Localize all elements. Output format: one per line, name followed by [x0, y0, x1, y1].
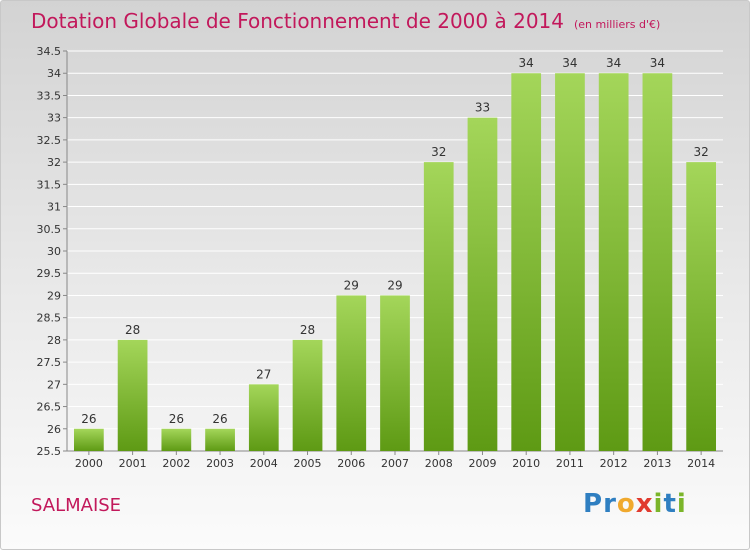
- data-label: 34: [606, 56, 621, 70]
- bar: [511, 73, 542, 451]
- bar: [205, 428, 235, 451]
- proxiti-logo: Proxiti: [583, 489, 687, 519]
- y-tick-label: 34: [47, 67, 61, 80]
- axes: 25.5 26 26.5 27 27.5 28 28.5 29 29.5 30 30.5 31 31.5…: [37, 45, 723, 470]
- bar: [161, 428, 192, 451]
- x-tick-label: 2009: [468, 457, 496, 470]
- y-tick-label: 29.5: [37, 267, 62, 280]
- bar: [642, 73, 673, 451]
- y-tick-label: 31.5: [37, 178, 62, 191]
- data-label: 27: [256, 367, 271, 381]
- bar: [686, 162, 717, 451]
- x-tick-label: 2000: [75, 457, 103, 470]
- logo-letter: o: [616, 489, 636, 519]
- data-label: 29: [344, 278, 359, 292]
- data-label: 32: [431, 145, 446, 159]
- x-tick-label: 2008: [425, 457, 453, 470]
- y-tick-label: 28.5: [37, 312, 62, 325]
- logo-letter: x: [635, 489, 654, 519]
- data-label: 29: [387, 278, 402, 292]
- data-label: 26: [212, 412, 227, 426]
- y-tick-label: 32.5: [37, 134, 62, 147]
- x-tick-label: 2010: [512, 457, 540, 470]
- logo-letter: i: [653, 489, 664, 519]
- y-tick-label: 28: [47, 334, 61, 347]
- x-tick-label: 2012: [600, 457, 628, 470]
- y-tick-label: 27.5: [37, 356, 62, 369]
- bar: [248, 384, 279, 451]
- x-tick-label: 2013: [643, 457, 671, 470]
- bar: [73, 428, 104, 451]
- x-tick-label: 2001: [119, 457, 147, 470]
- y-tick-label: 34.5: [37, 45, 62, 58]
- y-tick-label: 30: [47, 245, 61, 258]
- data-label: 26: [81, 412, 96, 426]
- y-tick-label: 26.5: [37, 401, 62, 414]
- chart-title-text: Dotation Globale de Fonctionnement de 20…: [31, 9, 564, 33]
- data-label: 34: [562, 56, 577, 70]
- x-tick-label: 2003: [206, 457, 234, 470]
- x-tick-label: 2007: [381, 457, 409, 470]
- y-tick-label: 30.5: [37, 223, 62, 236]
- bar: [336, 295, 367, 451]
- bar: [598, 73, 629, 451]
- bar: [292, 339, 323, 451]
- data-label: 34: [519, 56, 534, 70]
- x-tick-label: 2002: [162, 457, 190, 470]
- commune-name: SALMAISE: [31, 495, 122, 516]
- y-tick-label: 33.5: [37, 89, 62, 102]
- logo-letter: t: [663, 489, 677, 519]
- bar: [467, 117, 498, 452]
- chart-title: Dotation Globale de Fonctionnement de 20…: [31, 9, 660, 33]
- y-tick-label: 25.5: [37, 445, 62, 458]
- logo-letter: r: [603, 489, 617, 519]
- y-tick-label: 29: [47, 289, 61, 302]
- bars: [73, 73, 717, 452]
- data-label: 26: [169, 412, 184, 426]
- data-label: 34: [650, 56, 665, 70]
- x-tick-label: 2004: [250, 457, 278, 470]
- data-label: 32: [693, 145, 708, 159]
- logo-letter: P: [583, 489, 604, 519]
- x-tick-label: 2005: [294, 457, 322, 470]
- y-tick-label: 32: [47, 156, 61, 169]
- x-tick-label: 2014: [687, 457, 715, 470]
- x-tick-label: 2006: [337, 457, 365, 470]
- bar: [380, 295, 410, 451]
- data-label: 33: [475, 101, 490, 115]
- bar: [423, 162, 454, 451]
- bar: [117, 339, 148, 451]
- y-tick-label: 26: [47, 423, 61, 436]
- bar: [555, 73, 585, 451]
- x-tick-label: 2011: [556, 457, 584, 470]
- y-tick-label: 33: [47, 112, 61, 125]
- logo-letter: i: [676, 489, 687, 519]
- y-tick-label: 27: [47, 378, 61, 391]
- data-label: 28: [125, 323, 140, 337]
- data-labels: 26 28 26 26 27 28 29 29 32 33 34 34 34 34 32: [81, 56, 709, 426]
- chart-unit: (en milliers d'€): [574, 18, 661, 31]
- y-tick-label: 31: [47, 201, 61, 214]
- data-label: 28: [300, 323, 315, 337]
